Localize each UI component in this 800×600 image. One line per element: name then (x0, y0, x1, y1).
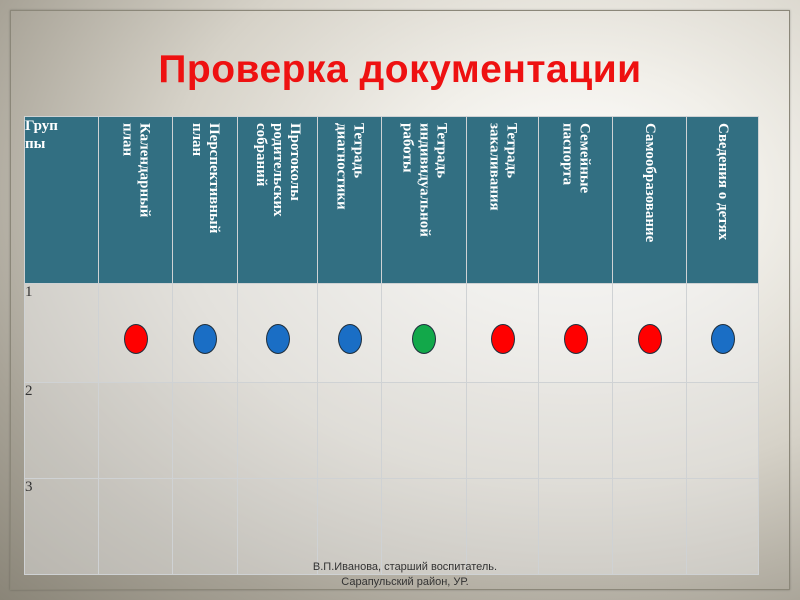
header-label: Семейные паспорта (559, 123, 593, 194)
row-label: 2 (24, 382, 99, 479)
slide-frame (10, 10, 790, 590)
header-label: Самообразование (642, 123, 658, 243)
header-label: Сведения о детях (715, 123, 731, 241)
footer-region: Сарапульский район, УР. (341, 576, 469, 588)
table-row: 2 (24, 382, 759, 479)
slide-footer: В.П.Иванова, старший воспитатель. Сарапу… (270, 560, 540, 590)
red-status-dot (490, 324, 515, 354)
table-cell (98, 382, 173, 479)
table-cell (317, 382, 382, 479)
header-individual-work: Тетрадь индивидуальной работы (381, 116, 467, 284)
header-groups: Груп пы (24, 116, 99, 284)
table-cell (317, 283, 382, 383)
header-label: Протоколы родительских собраний (253, 123, 303, 217)
documentation-table: Груп пы Календарный план Перспективный п… (24, 116, 759, 575)
table-cell (612, 382, 687, 479)
header-label: Календарный план (119, 123, 153, 218)
table-cell (686, 283, 759, 383)
table-cell (317, 478, 382, 575)
table-cell (538, 382, 613, 479)
header-parent-meetings: Протоколы родительских собраний (237, 116, 318, 284)
table-cell (686, 478, 759, 575)
slide-title: Проверка документации (158, 48, 642, 91)
table-cell (381, 478, 467, 575)
blue-status-dot (193, 324, 217, 354)
table-cell (466, 283, 539, 383)
table-cell (172, 283, 238, 383)
table-cell (612, 283, 687, 383)
header-hardening-notebook: Тетрадь закаливания (466, 116, 539, 284)
header-perspective-plan: Перспективный план (172, 116, 238, 284)
header-self-education: Самообразование (612, 116, 687, 284)
header-family-passports: Семейные паспорта (538, 116, 613, 284)
row-label: 1 (24, 283, 99, 383)
footer-author: В.П.Иванова, старший воспитатель. (312, 561, 498, 573)
red-status-dot (563, 324, 588, 354)
table-cell (466, 478, 539, 575)
table-row: 3 (24, 478, 759, 575)
blue-status-dot (337, 324, 362, 354)
header-children-info: Сведения о детях (686, 116, 759, 284)
table-cell (98, 478, 173, 575)
blue-status-dot (710, 324, 735, 354)
table-cell (466, 382, 539, 479)
table-cell (538, 478, 613, 575)
header-label: Тетрадь индивидуальной работы (399, 123, 450, 237)
red-status-dot (123, 324, 148, 354)
header-diagnostics-notebook: Тетрадь диагностики (317, 116, 382, 284)
table-cell (538, 283, 613, 383)
table-cell (172, 382, 238, 479)
table-cell (98, 283, 173, 383)
header-label: Перспективный план (189, 123, 222, 234)
table-cell (612, 478, 687, 575)
header-row: Груп пы Календарный план Перспективный п… (24, 116, 759, 284)
header-calendar-plan: Календарный план (98, 116, 173, 284)
table-cell (237, 478, 318, 575)
table-cell (237, 283, 318, 383)
red-status-dot (637, 324, 662, 354)
table-row: 1 (24, 283, 759, 383)
table-cell (237, 382, 318, 479)
table-cell (686, 382, 759, 479)
header-groups-label: Груп пы (25, 118, 58, 152)
table-cell (381, 382, 467, 479)
table-cell (381, 283, 467, 383)
table-cell (172, 478, 238, 575)
header-label: Тетрадь диагностики (333, 123, 367, 210)
header-label: Тетрадь закаливания (486, 123, 520, 211)
green-status-dot (412, 324, 436, 354)
row-label: 3 (24, 478, 99, 575)
blue-status-dot (265, 324, 290, 354)
